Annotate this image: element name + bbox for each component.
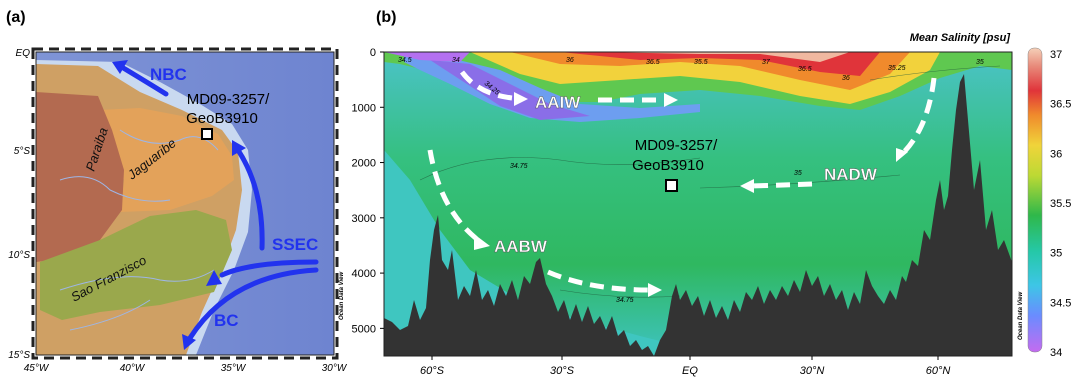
map-site-label-line1: MD09-3257/ (187, 91, 270, 108)
contour-label: 35 (976, 59, 984, 66)
map-frame-dashed (31, 47, 339, 360)
colorbar-tick-label: 34.5 (1050, 297, 1071, 309)
contour-label: 34.5 (398, 57, 412, 64)
section-frame (383, 51, 1013, 357)
contour-label: 35.25 (888, 65, 906, 72)
panel-b-label: (b) (376, 9, 396, 26)
section-odv-watermark: Ocean Data View (1018, 292, 1024, 340)
section-site-label-line1: MD09-3257/ (635, 137, 718, 154)
depth-tick-label: 3000 (352, 213, 376, 225)
map-lat-tick: 10°S (8, 250, 30, 261)
contour-label: 36.5 (646, 59, 660, 66)
map-lon-tick: 45°W (24, 363, 50, 374)
contour-label: 35 (794, 170, 802, 177)
section-site-label-line2: GeoB3910 (632, 157, 704, 174)
depth-tick-label: 4000 (352, 268, 376, 280)
section-lat-tick: 60°N (926, 365, 951, 377)
nbc-arrow (117, 63, 169, 97)
nadw-arrow-2 (751, 181, 813, 189)
depth-tick-label: 2000 (352, 158, 376, 170)
colorbar-tick-label: 34 (1050, 347, 1062, 359)
map-lon-tick: 35°W (221, 363, 247, 374)
contour-label: 36 (842, 75, 850, 82)
contour-label: 35.5 (694, 59, 708, 66)
salinity-max-core (600, 52, 850, 62)
depth-tick-label: 0 (370, 47, 376, 59)
colorbar-tick-label: 36 (1050, 148, 1062, 160)
section-site-marker (665, 179, 678, 192)
map-lon-tick: 30°W (322, 363, 348, 374)
ssec-label: SSEC (272, 235, 318, 254)
panel-a-label: (a) (6, 9, 26, 26)
colorbar-tick-label: 37 (1050, 49, 1062, 61)
ssec-branch-arrow (219, 259, 319, 278)
colorbar-tick-label: 35.5 (1050, 198, 1071, 210)
colorbar-tick-label: 36.5 (1050, 99, 1071, 111)
contour-label: 37 (762, 59, 771, 66)
sao-franzisco-basin (40, 210, 232, 320)
lat-tick-marks (431, 356, 939, 360)
colorbar (1027, 47, 1043, 353)
depth-axis: 0 1000 2000 3000 4000 5000 (352, 47, 384, 335)
salinity-section: 34.5 34 34.25 36 36.5 35.5 37 36.5 36 35… (352, 32, 1072, 377)
water-mass-arrowheads (474, 92, 908, 297)
map-lat-tick: EQ (16, 48, 31, 59)
colorbar-title: Mean Salinity [psu] (910, 32, 1011, 44)
map-lat-tick: 5°S (14, 146, 31, 157)
section-lat-tick: EQ (682, 365, 698, 377)
aaiw-label: AAIW (535, 93, 581, 112)
section-lat-tick: 30°S (550, 365, 575, 377)
map-lon-tick: 40°W (120, 363, 146, 374)
depth-tick-label: 5000 (352, 323, 376, 335)
nadw-label: NADW (824, 165, 878, 184)
map-site-label-line2: GeoB3910 (186, 110, 258, 127)
colorbar-tick-label: 35 (1050, 248, 1062, 260)
bc-arrow (187, 267, 319, 341)
section-lat-tick: 60°S (420, 365, 445, 377)
contour-label: 34 (452, 57, 460, 64)
location-map: EQ 5°S 10°S 15°S 45°W 40°W 35°W 30°W Par… (8, 47, 348, 374)
aaiw-core (430, 60, 590, 120)
nadw-arrow-1 (898, 77, 937, 158)
contour-label: 34.75 (616, 297, 634, 304)
aabw-arrow-1 (427, 149, 480, 242)
map-frame (35, 51, 335, 356)
water-mass-arrows (427, 70, 937, 293)
map-odv-watermark: Ocean Data View (339, 272, 345, 320)
aabw-arrow-2 (547, 269, 651, 293)
contour-label: 36.5 (798, 66, 812, 73)
contour-lines (419, 65, 1001, 298)
colorbar-ticks: 34 34.5 35 35.5 36 36.5 37 (1050, 49, 1071, 359)
jaguaribe-basin (98, 108, 234, 212)
depth-tick-label: 1000 (352, 102, 376, 114)
section-lat-tick: 30°N (800, 365, 825, 377)
contour-label: 34.75 (510, 163, 528, 170)
bc-label: BC (214, 311, 239, 330)
map-lat-tick: 15°S (8, 350, 30, 361)
rivers (59, 129, 219, 331)
map-site-marker (201, 128, 213, 140)
seafloor (384, 74, 1012, 356)
contour-label: 36 (566, 57, 574, 64)
aabw-label: AABW (494, 237, 548, 256)
aaiw-arrow-1 (459, 70, 513, 101)
current-arrows (117, 63, 319, 341)
nbc-label: NBC (150, 65, 187, 84)
southern-low-salinity (384, 52, 470, 62)
ssec-north-arrow (235, 147, 265, 251)
current-arrowheads (112, 60, 246, 350)
